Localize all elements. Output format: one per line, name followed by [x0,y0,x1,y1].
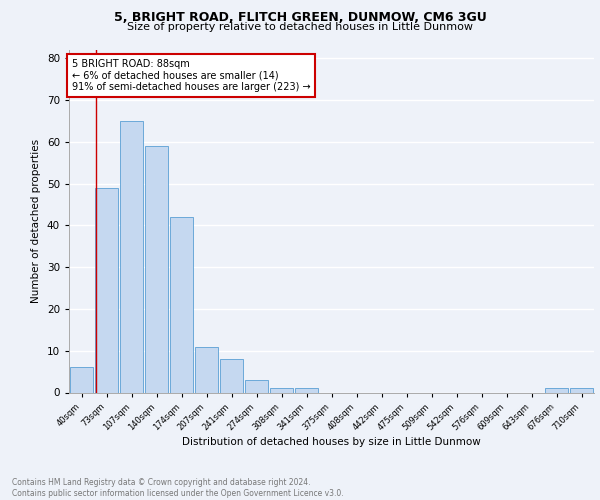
Bar [270,388,293,392]
Text: Size of property relative to detached houses in Little Dunmow: Size of property relative to detached ho… [127,22,473,32]
Bar [545,388,568,392]
Bar [120,121,143,392]
Bar [70,368,93,392]
X-axis label: Distribution of detached houses by size in Little Dunmow: Distribution of detached houses by size … [182,438,481,448]
Y-axis label: Number of detached properties: Number of detached properties [31,139,41,304]
Text: 5, BRIGHT ROAD, FLITCH GREEN, DUNMOW, CM6 3GU: 5, BRIGHT ROAD, FLITCH GREEN, DUNMOW, CM… [113,11,487,24]
Bar [145,146,168,392]
Bar [245,380,268,392]
Text: 5 BRIGHT ROAD: 88sqm
← 6% of detached houses are smaller (14)
91% of semi-detach: 5 BRIGHT ROAD: 88sqm ← 6% of detached ho… [71,58,310,92]
Bar [295,388,318,392]
Bar [220,359,243,392]
Bar [95,188,118,392]
Bar [570,388,593,392]
Bar [170,217,193,392]
Bar [195,346,218,393]
Text: Contains HM Land Registry data © Crown copyright and database right 2024.
Contai: Contains HM Land Registry data © Crown c… [12,478,344,498]
